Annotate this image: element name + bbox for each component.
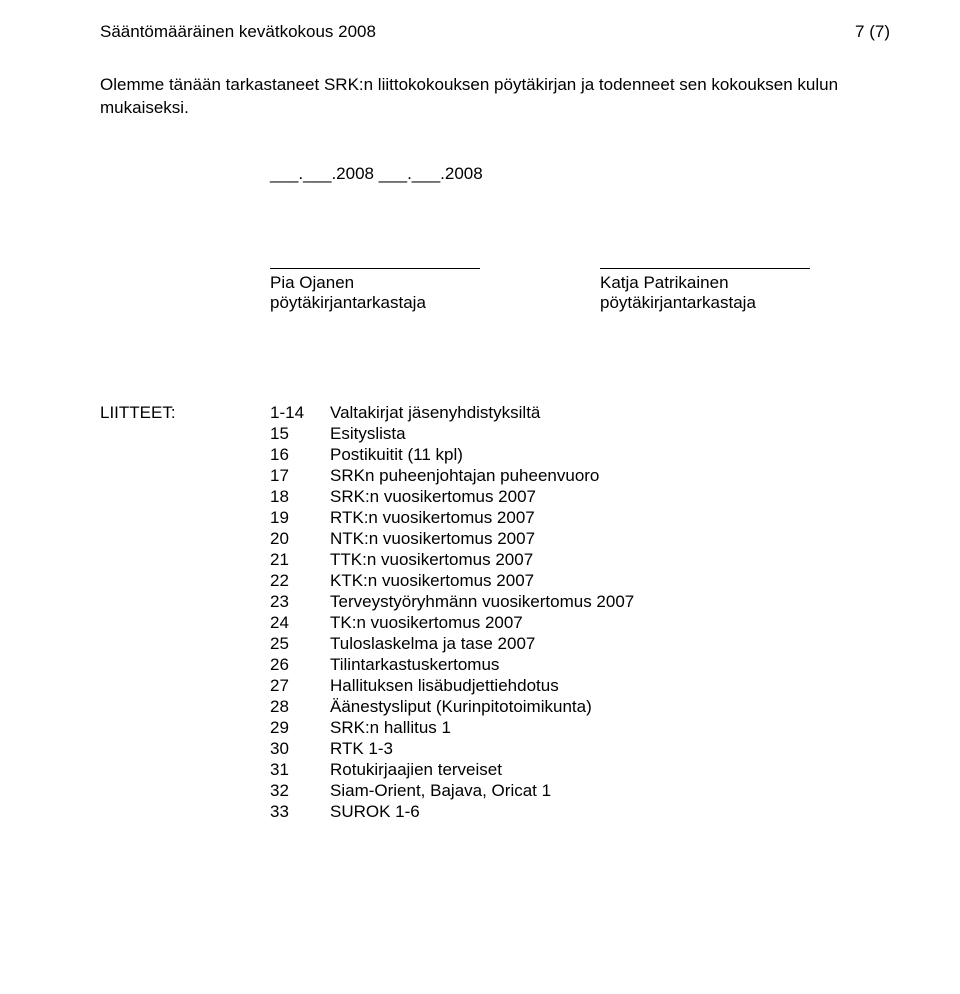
attachment-text: Siam-Orient, Bajava, Oricat 1 [330, 781, 551, 801]
page-number: 7 (7) [855, 22, 890, 42]
attachment-text: Tilintarkastuskertomus [330, 655, 499, 675]
attachment-text: TTK:n vuosikertomus 2007 [330, 550, 533, 570]
attachment-text: Valtakirjat jäsenyhdistyksiltä [330, 403, 540, 423]
page-header: Sääntömääräinen kevätkokous 2008 7 (7) [100, 22, 890, 42]
attachment-row: 1-14Valtakirjat jäsenyhdistyksiltä [270, 403, 634, 423]
attachment-number: 16 [270, 445, 330, 465]
attachment-text: Terveystyöryhmänn vuosikertomus 2007 [330, 592, 634, 612]
attachment-text: RTK 1-3 [330, 739, 393, 759]
attachment-row: 19RTK:n vuosikertomus 2007 [270, 508, 634, 528]
attachment-row: 33SUROK 1-6 [270, 802, 634, 822]
signature-block: Katja Patrikainen pöytäkirjantarkastaja [600, 268, 810, 313]
attachment-number: 18 [270, 487, 330, 507]
attachment-row: 27Hallituksen lisäbudjettiehdotus [270, 676, 634, 696]
attachment-text: Tuloslaskelma ja tase 2007 [330, 634, 535, 654]
attachment-row: 15Esityslista [270, 424, 634, 444]
attachment-text: SRK:n hallitus 1 [330, 718, 451, 738]
signer-role: pöytäkirjantarkastaja [270, 293, 480, 313]
signer-role: pöytäkirjantarkastaja [600, 293, 810, 313]
attachment-number: 20 [270, 529, 330, 549]
attachment-number: 33 [270, 802, 330, 822]
attachment-text: Rotukirjaajien terveiset [330, 760, 502, 780]
attachment-row: 32Siam-Orient, Bajava, Oricat 1 [270, 781, 634, 801]
attachment-number: 31 [270, 760, 330, 780]
attachment-number: 28 [270, 697, 330, 717]
signature-row: Pia Ojanen pöytäkirjantarkastaja Katja P… [100, 268, 890, 313]
attachment-number: 22 [270, 571, 330, 591]
attachment-row: 24TK:n vuosikertomus 2007 [270, 613, 634, 633]
signature-block: Pia Ojanen pöytäkirjantarkastaja [270, 268, 480, 313]
attachment-text: RTK:n vuosikertomus 2007 [330, 508, 535, 528]
attachment-text: Esityslista [330, 424, 406, 444]
document-title: Sääntömääräinen kevätkokous 2008 [100, 22, 376, 42]
attachment-text: SRKn puheenjohtajan puheenvuoro [330, 466, 599, 486]
attachment-number: 32 [270, 781, 330, 801]
document-page: Sääntömääräinen kevätkokous 2008 7 (7) O… [0, 0, 960, 862]
attachment-number: 25 [270, 634, 330, 654]
attachment-number: 21 [270, 550, 330, 570]
attachment-text: KTK:n vuosikertomus 2007 [330, 571, 534, 591]
attachment-number: 19 [270, 508, 330, 528]
signer-name: Pia Ojanen [270, 273, 480, 293]
attachment-row: 25Tuloslaskelma ja tase 2007 [270, 634, 634, 654]
attachment-text: Postikuitit (11 kpl) [330, 445, 463, 465]
attachments-label: LIITTEET: [100, 403, 270, 423]
attachment-number: 30 [270, 739, 330, 759]
attachment-number: 1-14 [270, 403, 330, 423]
attachment-text: TK:n vuosikertomus 2007 [330, 613, 523, 633]
attachment-number: 24 [270, 613, 330, 633]
signer-name: Katja Patrikainen [600, 273, 810, 293]
attachment-row: 29SRK:n hallitus 1 [270, 718, 634, 738]
attachment-number: 29 [270, 718, 330, 738]
attachments-list: 1-14Valtakirjat jäsenyhdistyksiltä15Esit… [270, 403, 634, 822]
attachment-number: 15 [270, 424, 330, 444]
attachment-text: Äänestysliput (Kurinpitotoimikunta) [330, 697, 592, 717]
attachment-row: 26Tilintarkastuskertomus [270, 655, 634, 675]
attachment-number: 26 [270, 655, 330, 675]
attachment-row: 28Äänestysliput (Kurinpitotoimikunta) [270, 697, 634, 717]
intro-paragraph: Olemme tänään tarkastaneet SRK:n liittok… [100, 74, 860, 120]
attachment-number: 17 [270, 466, 330, 486]
attachment-text: Hallituksen lisäbudjettiehdotus [330, 676, 559, 696]
attachment-row: 16Postikuitit (11 kpl) [270, 445, 634, 465]
attachment-row: 18SRK:n vuosikertomus 2007 [270, 487, 634, 507]
attachment-number: 23 [270, 592, 330, 612]
attachments-section: LIITTEET: 1-14Valtakirjat jäsenyhdistyks… [100, 403, 890, 822]
attachment-row: 31Rotukirjaajien terveiset [270, 760, 634, 780]
attachment-row: 17SRKn puheenjohtajan puheenvuoro [270, 466, 634, 486]
attachment-row: 20NTK:n vuosikertomus 2007 [270, 529, 634, 549]
attachment-row: 22KTK:n vuosikertomus 2007 [270, 571, 634, 591]
attachment-row: 23Terveystyöryhmänn vuosikertomus 2007 [270, 592, 634, 612]
attachment-text: SUROK 1-6 [330, 802, 420, 822]
date-line: ___.___.2008 ___.___.2008 [100, 164, 890, 184]
attachment-row: 21TTK:n vuosikertomus 2007 [270, 550, 634, 570]
attachment-number: 27 [270, 676, 330, 696]
attachment-row: 30RTK 1-3 [270, 739, 634, 759]
attachment-text: SRK:n vuosikertomus 2007 [330, 487, 536, 507]
attachment-text: NTK:n vuosikertomus 2007 [330, 529, 535, 549]
